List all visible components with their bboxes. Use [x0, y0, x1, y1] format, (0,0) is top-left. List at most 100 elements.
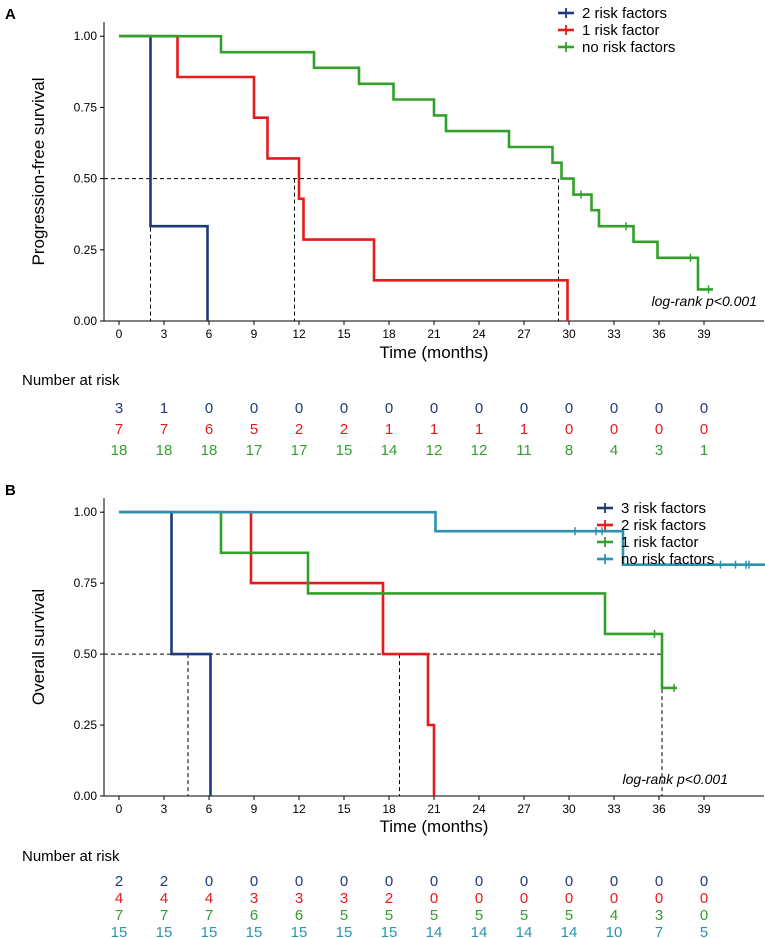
panel-a-risk-cell: 2: [295, 421, 303, 438]
panel-b-series-2-risk-factors-curve: [119, 510, 436, 796]
panel-b-risk-cell: 0: [610, 890, 618, 907]
panel-b-risk-cell: 0: [565, 890, 573, 907]
panel-a-x-tick-label: 0: [116, 327, 123, 341]
panel-a-x-tick-label: 15: [337, 327, 351, 341]
panel-b-x-tick-label: 0: [116, 802, 123, 816]
panel-a-x-tick-label: 6: [206, 327, 213, 341]
panel-a-risk-cell: 0: [205, 400, 213, 417]
panel-b-risk-cell: 0: [475, 890, 483, 907]
panel-a-risk-cell: 0: [565, 400, 573, 417]
panel-b-risk-cell: 0: [385, 873, 393, 890]
panel-a-risk-cell: 8: [565, 442, 573, 459]
panel-a-risk-cell: 4: [610, 442, 618, 459]
panel-b-x-tick-label: 9: [251, 802, 258, 816]
panel-b-y-tick-label: 0.25: [74, 718, 98, 732]
panel-a-legend-label: no risk factors: [582, 39, 675, 56]
panel-b-risk-cell: 0: [205, 873, 213, 890]
panel-a-risk-cell: 3: [115, 400, 123, 417]
panel-a-y-tick-label: 0.50: [74, 172, 98, 186]
panel-b-risk-cell: 15: [111, 924, 128, 938]
panel-b-x-tick-label: 27: [517, 802, 531, 816]
panel-b-series-1-risk-factor-curve: [119, 510, 677, 690]
panel-a-risk-cell: 0: [340, 400, 348, 417]
panel-a-risk-cell: 0: [565, 421, 573, 438]
panel-b-x-axis-title: Time (months): [380, 817, 489, 836]
panel-b-risk-cell: 10: [606, 924, 623, 938]
panel-a-risk-cell: 0: [475, 400, 483, 417]
panel-a-risk-cell: 7: [115, 421, 123, 438]
panel-b-risk-cell: 15: [336, 924, 353, 938]
panel-b-risk-cell: 7: [655, 924, 663, 938]
panel-b-risk-cell: 5: [520, 907, 528, 924]
panel-b-risk-cell: 4: [115, 890, 123, 907]
panel-b-risk-cell: 14: [516, 924, 533, 938]
panel-b-legend-label: 1 risk factor: [621, 534, 699, 551]
panel-b-risk-cell: 6: [295, 907, 303, 924]
panel-b-risk-cell: 3: [655, 907, 663, 924]
panel-a-risk-cell: 18: [156, 442, 173, 459]
panel-a-risk-cell: 0: [250, 400, 258, 417]
panel-b-x-tick-label: 33: [607, 802, 621, 816]
panel-b-x-tick-label: 15: [337, 802, 351, 816]
panel-a-y-axis-title: Progression-free survival: [29, 77, 48, 265]
panel-a-risk-cell: 1: [430, 421, 438, 438]
panel-b-risk-cell: 15: [201, 924, 218, 938]
panel-a-y-tick-label: 0.00: [74, 314, 98, 328]
panel-a-risk-cell: 17: [246, 442, 263, 459]
panel-b-y-tick-label: 0.75: [74, 576, 98, 590]
panel-b-risk-cell: 0: [340, 873, 348, 890]
panel-a-x-tick-label: 39: [697, 327, 711, 341]
panel-b-legend-label: 2 risk factors: [621, 517, 706, 534]
panel-b-y-tick-label: 1.00: [74, 505, 98, 519]
panel-b-risk-cell: 0: [655, 873, 663, 890]
panel-a-risk-cell: 0: [610, 400, 618, 417]
panel-a-risk-cell: 1: [700, 442, 708, 459]
panel-a-risk-cell: 0: [700, 400, 708, 417]
panel-a-risk-cell: 15: [336, 442, 353, 459]
panel-b-label: B: [5, 482, 16, 499]
panel-a-x-tick-label: 36: [652, 327, 666, 341]
panel-a-y-tick-label: 1.00: [74, 29, 98, 43]
panel-b-risk-cell: 0: [520, 890, 528, 907]
panel-b-risk-cell: 15: [246, 924, 263, 938]
panel-b-risk-cell: 15: [156, 924, 173, 938]
panel-b-series-no-risk-factors-curve: [119, 510, 765, 566]
panel-a-legend-label: 2 risk factors: [582, 5, 667, 22]
panel-b-risk-cell: 0: [430, 890, 438, 907]
panel-a-y-tick-label: 0.75: [74, 100, 98, 114]
panel-a-risk-cell: 0: [430, 400, 438, 417]
panel-b-x-tick-label: 24: [472, 802, 486, 816]
panel-a-x-tick-label: 9: [251, 327, 258, 341]
panel-b-y-tick-label: 0.00: [74, 789, 98, 803]
panel-a-label: A: [5, 6, 16, 23]
panel-b-risk-cell: 0: [700, 873, 708, 890]
panel-b-risk-cell: 3: [340, 890, 348, 907]
panel-b-x-tick-label: 6: [206, 802, 213, 816]
panel-b-risk-cell: 0: [700, 890, 708, 907]
panel-b-risk-cell: 6: [250, 907, 258, 924]
panel-a-risk-cell: 3: [655, 442, 663, 459]
panel-b-risk-cell: 5: [700, 924, 708, 938]
panel-b-y-axis-title: Overall survival: [29, 589, 48, 705]
panel-b-risk-cell: 7: [160, 907, 168, 924]
panel-a-x-tick-label: 27: [517, 327, 531, 341]
panel-a-risk-cell: 0: [655, 400, 663, 417]
panel-b-legend-label: 3 risk factors: [621, 500, 706, 517]
panel-b-risk-cell: 4: [160, 890, 168, 907]
panel-b-risk-cell: 0: [565, 873, 573, 890]
panel-b-risk-cell: 4: [610, 907, 618, 924]
panel-b-legend-label: no risk factors: [621, 551, 714, 568]
panel-a-risk-cell: 18: [111, 442, 128, 459]
panel-a-risk-cell: 11: [516, 442, 532, 459]
panel-b-risk-cell: 7: [115, 907, 123, 924]
panel-b-risk-cell: 14: [426, 924, 443, 938]
panel-b-risk-table-title: Number at risk: [22, 848, 120, 865]
panel-b-risk-cell: 5: [385, 907, 393, 924]
panel-b-logrank-annotation: log-rank p<0.001: [623, 771, 728, 787]
panel-a-risk-table-title: Number at risk: [22, 372, 120, 389]
panel-b-risk-cell: 5: [340, 907, 348, 924]
panel-a-risk-cell: 12: [426, 442, 443, 459]
panel-a-x-tick-label: 18: [382, 327, 396, 341]
panel-b-risk-cell: 14: [561, 924, 578, 938]
